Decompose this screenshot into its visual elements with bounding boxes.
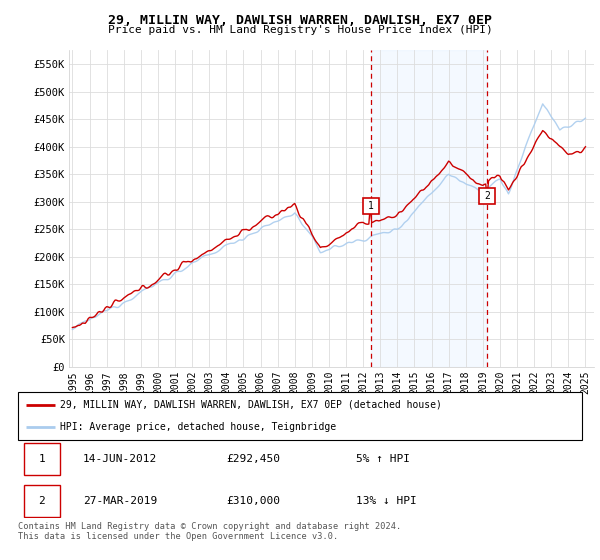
Text: £310,000: £310,000: [227, 496, 281, 506]
Text: Price paid vs. HM Land Registry's House Price Index (HPI): Price paid vs. HM Land Registry's House …: [107, 25, 493, 35]
Text: 13% ↓ HPI: 13% ↓ HPI: [356, 496, 417, 506]
Bar: [23, 486, 61, 517]
Text: 5% ↑ HPI: 5% ↑ HPI: [356, 454, 410, 464]
Text: 14-JUN-2012: 14-JUN-2012: [83, 454, 157, 464]
Text: 1: 1: [368, 201, 374, 211]
Text: £292,450: £292,450: [227, 454, 281, 464]
Text: 2: 2: [484, 191, 490, 201]
Text: 29, MILLIN WAY, DAWLISH WARREN, DAWLISH, EX7 0EP: 29, MILLIN WAY, DAWLISH WARREN, DAWLISH,…: [108, 14, 492, 27]
Text: 2: 2: [38, 496, 46, 506]
Bar: [371, 50, 487, 367]
Text: HPI: Average price, detached house, Teignbridge: HPI: Average price, detached house, Teig…: [60, 422, 337, 432]
Text: 1: 1: [38, 454, 46, 464]
Text: 27-MAR-2019: 27-MAR-2019: [83, 496, 157, 506]
Text: Contains HM Land Registry data © Crown copyright and database right 2024.
This d: Contains HM Land Registry data © Crown c…: [18, 522, 401, 542]
Text: 29, MILLIN WAY, DAWLISH WARREN, DAWLISH, EX7 0EP (detached house): 29, MILLIN WAY, DAWLISH WARREN, DAWLISH,…: [60, 400, 442, 410]
Bar: [23, 443, 61, 475]
